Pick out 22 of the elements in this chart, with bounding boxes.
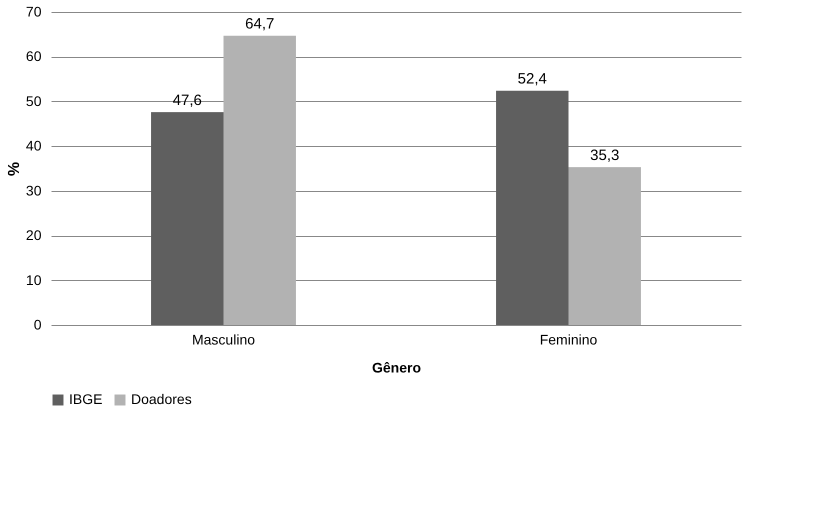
y-tick-label: 10 bbox=[26, 272, 42, 288]
y-tick-label: 50 bbox=[26, 92, 42, 109]
bar bbox=[496, 90, 568, 325]
y-tick-label: 40 bbox=[26, 138, 42, 154]
bar bbox=[151, 112, 224, 325]
legend-label: Doadores bbox=[131, 391, 192, 407]
y-tick-label: 30 bbox=[26, 182, 42, 198]
data-label: 47,6 bbox=[172, 92, 202, 110]
y-tick-label: 20 bbox=[26, 227, 42, 244]
y-axis-title: % bbox=[6, 162, 23, 176]
y-tick-label: 70 bbox=[26, 4, 42, 20]
y-tick-label: 0 bbox=[34, 316, 42, 332]
data-label: 35,3 bbox=[590, 147, 620, 164]
x-tick-label: Masculino bbox=[192, 332, 256, 348]
data-label: 64,7 bbox=[245, 16, 274, 33]
bar bbox=[224, 36, 296, 325]
data-label: 52,4 bbox=[518, 70, 547, 88]
x-axis-title: Gênero bbox=[372, 360, 422, 376]
x-tick-label: Feminino bbox=[540, 332, 598, 348]
legend-label: IBGE bbox=[69, 391, 102, 407]
y-tick-label: 60 bbox=[26, 48, 42, 64]
bar bbox=[568, 167, 641, 325]
